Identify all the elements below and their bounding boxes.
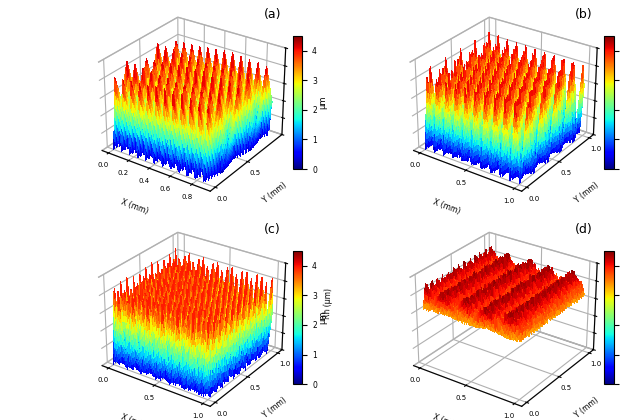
X-axis label: X (mm): X (mm) xyxy=(120,197,150,215)
Y-axis label: Y (mm): Y (mm) xyxy=(261,396,288,420)
Y-axis label: Y (mm): Y (mm) xyxy=(573,181,600,205)
Y-axis label: Y (mm): Y (mm) xyxy=(573,396,600,420)
Y-axis label: μm: μm xyxy=(318,96,327,109)
Y-axis label: Y (mm): Y (mm) xyxy=(261,181,288,205)
Text: (b): (b) xyxy=(575,8,592,21)
X-axis label: X (mm): X (mm) xyxy=(431,412,461,420)
X-axis label: X (mm): X (mm) xyxy=(431,197,461,215)
Text: (a): (a) xyxy=(264,8,281,21)
Y-axis label: μm: μm xyxy=(318,311,327,324)
X-axis label: X (mm): X (mm) xyxy=(120,412,150,420)
Text: (d): (d) xyxy=(575,223,592,236)
Text: (c): (c) xyxy=(264,223,281,236)
